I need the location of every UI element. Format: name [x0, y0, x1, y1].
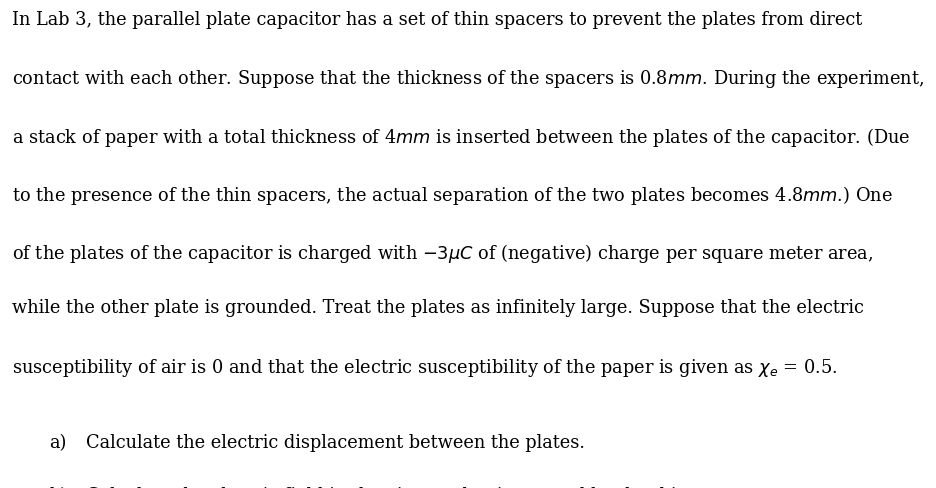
Text: Calculate the electric field in the air gap that is created by the thin spacers.: Calculate the electric field in the air … [86, 486, 768, 488]
Text: a stack of paper with a total thickness of 4$\mathit{mm}$ is inserted between th: a stack of paper with a total thickness … [12, 126, 911, 149]
Text: to the presence of the thin spacers, the actual separation of the two plates bec: to the presence of the thin spacers, the… [12, 183, 893, 206]
Text: while the other plate is grounded. Treat the plates as infinitely large. Suppose: while the other plate is grounded. Treat… [12, 299, 864, 317]
Text: of the plates of the capacitor is charged with $-3\mu C$ of (negative) charge pe: of the plates of the capacitor is charge… [12, 241, 873, 264]
Text: Calculate the electric displacement between the plates.: Calculate the electric displacement betw… [86, 433, 585, 451]
Text: susceptibility of air is 0 and that the electric susceptibility of the paper is : susceptibility of air is 0 and that the … [12, 356, 838, 378]
Text: In Lab 3, the parallel plate capacitor has a set of thin spacers to prevent the : In Lab 3, the parallel plate capacitor h… [12, 11, 862, 29]
Text: contact with each other. Suppose that the thickness of the spacers is 0.8$\mathi: contact with each other. Suppose that th… [12, 68, 925, 90]
Text: a): a) [50, 433, 67, 451]
Text: b): b) [50, 486, 67, 488]
